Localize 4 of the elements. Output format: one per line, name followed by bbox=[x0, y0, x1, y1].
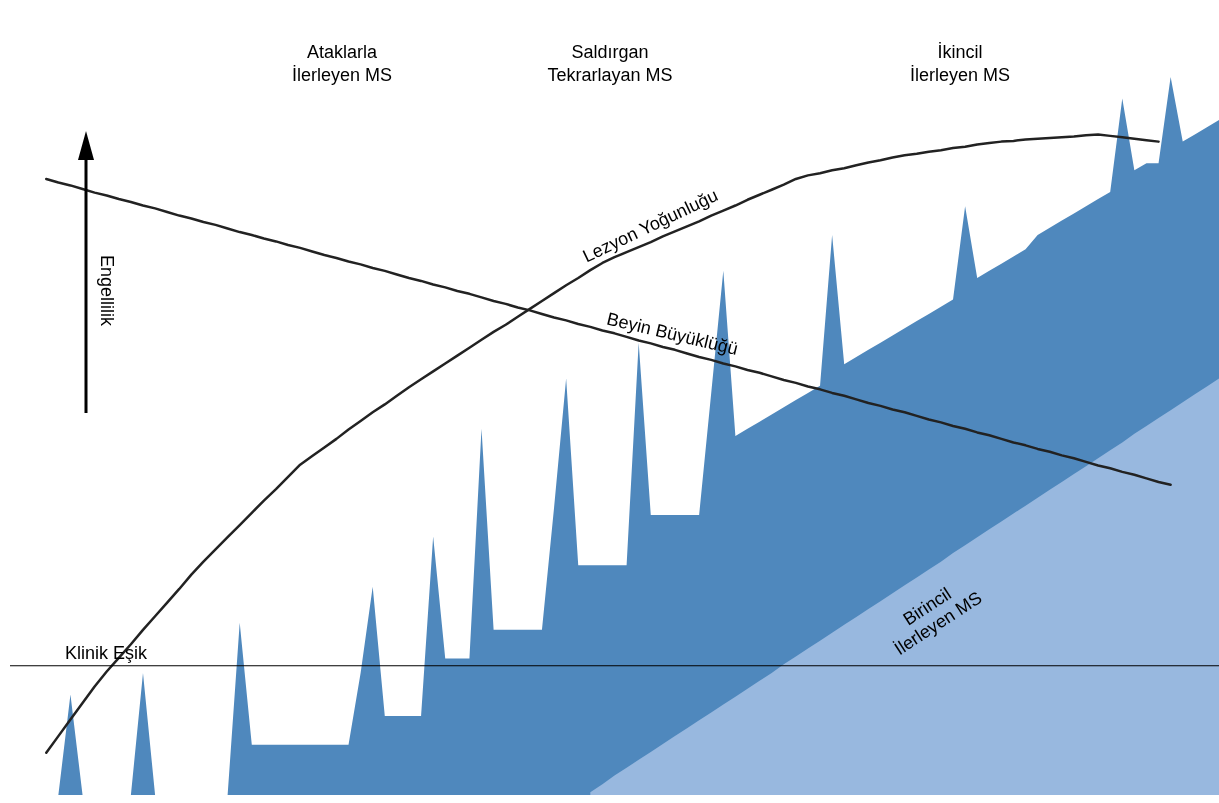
annotation: Saldırgan Tekrarlayan MS bbox=[547, 42, 673, 85]
annotation: Ataklarla İlerleyen MS bbox=[291, 42, 393, 85]
annotation: İkincil İlerleyen MS bbox=[909, 42, 1011, 85]
y-axis-title: Engellilik bbox=[96, 254, 117, 328]
